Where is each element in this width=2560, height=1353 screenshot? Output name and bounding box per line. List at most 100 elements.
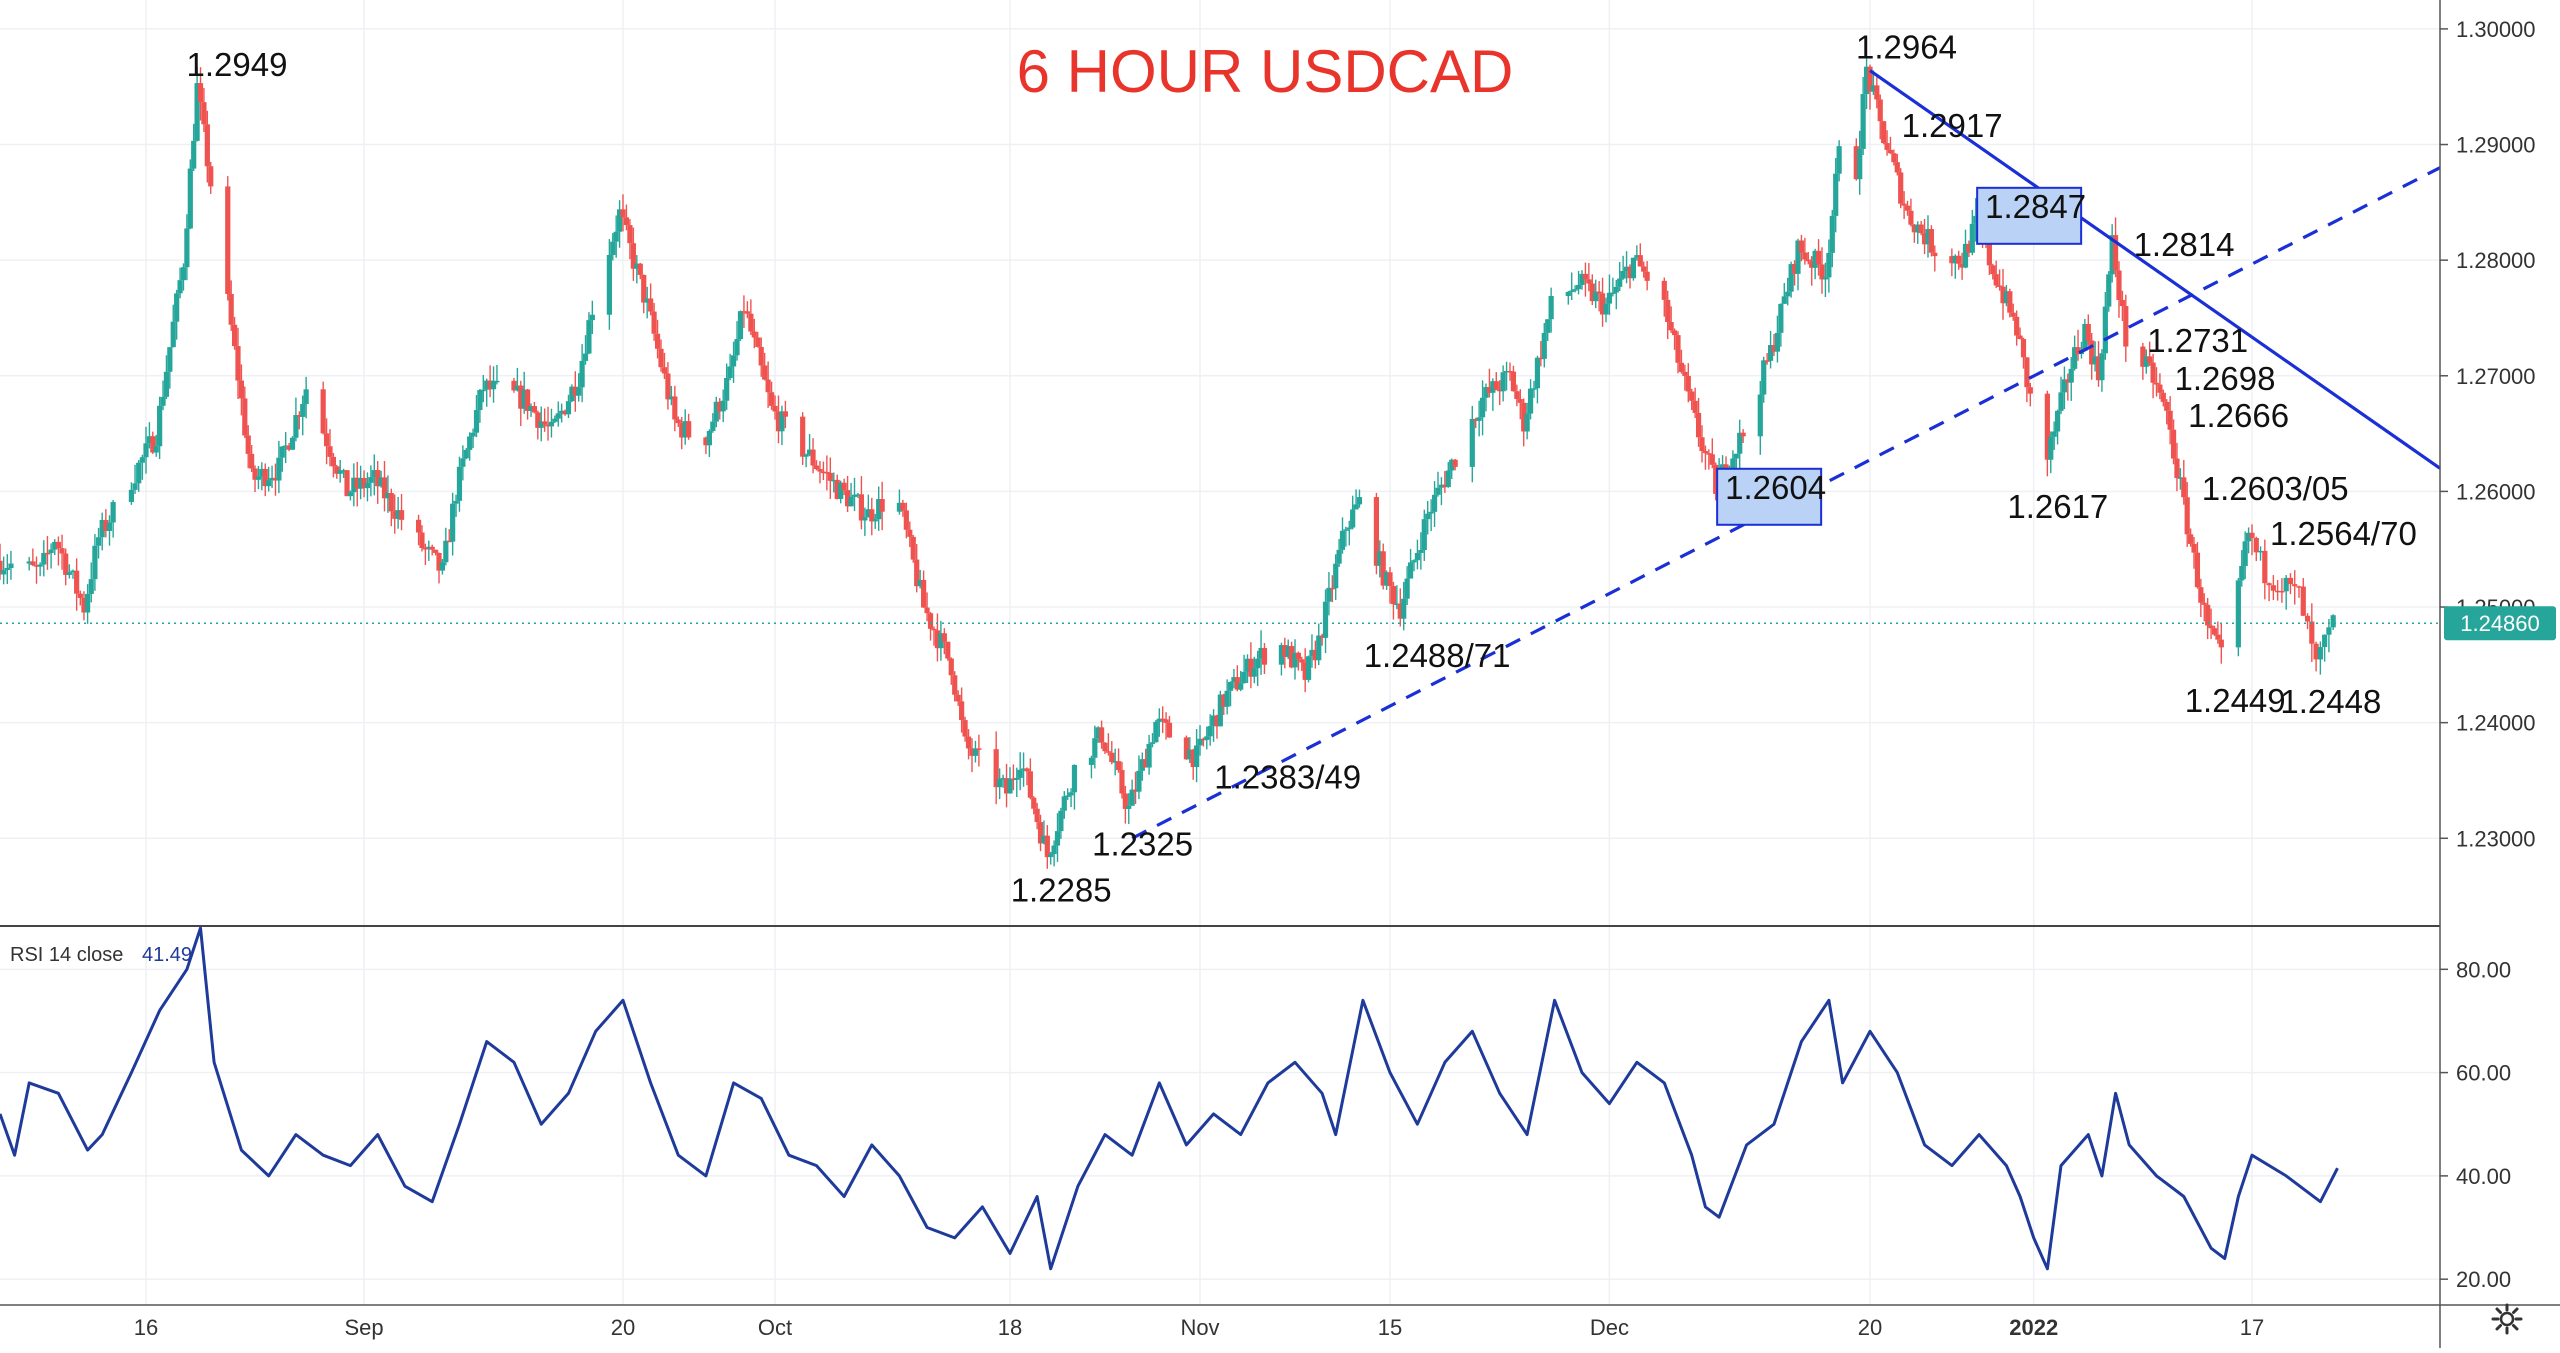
candle-body: [1305, 656, 1312, 680]
candle-body: [433, 549, 439, 553]
gear-icon[interactable]: [2490, 1302, 2524, 1336]
candle-body: [1678, 362, 1685, 372]
candle-body: [917, 579, 923, 587]
candle-body: [1214, 715, 1220, 727]
candle-body: [2027, 387, 2033, 394]
rsi-tick-label: 80.00: [2456, 957, 2511, 982]
candle-body: [2283, 577, 2289, 592]
candle-body: [381, 477, 388, 499]
candle-body: [1204, 736, 1210, 740]
candle-body: [480, 389, 486, 392]
candle-body: [548, 421, 555, 427]
candle-body: [1099, 727, 1105, 743]
candle-body: [1407, 562, 1414, 579]
resistance-trendline: [1869, 69, 2441, 470]
price-tick-label: 1.26000: [2456, 479, 2536, 504]
candle-body: [289, 437, 296, 450]
price-tick-label: 1.24000: [2456, 711, 2536, 736]
candle-body: [197, 83, 204, 103]
candle-body: [2170, 429, 2177, 459]
candle-body: [1241, 671, 1247, 684]
candle-body: [63, 553, 69, 575]
candle-body: [327, 446, 333, 457]
candle-body: [545, 424, 551, 427]
candle-body: [92, 545, 98, 580]
candle-body: [948, 658, 954, 676]
rsi-tick-label: 40.00: [2456, 1164, 2511, 1189]
candle-body: [538, 421, 544, 428]
candle-body: [2072, 347, 2078, 369]
candle-body: [876, 498, 882, 520]
candle-body: [1637, 255, 1643, 267]
candle-body: [518, 385, 524, 409]
candle-body: [1024, 768, 1030, 772]
candle-body: [8, 563, 14, 569]
candle-body: [1143, 759, 1149, 768]
candle-body: [824, 472, 830, 474]
candle-body: [1088, 757, 1095, 765]
candle-body: [762, 365, 768, 380]
candle-body: [95, 537, 102, 546]
candle-body: [1634, 255, 1640, 258]
candle-body: [565, 401, 572, 415]
candle-body: [1959, 263, 1965, 268]
candle-body: [1771, 345, 1777, 352]
candle-body: [1160, 718, 1166, 721]
candle-body: [2296, 586, 2302, 588]
price-tick-label: 1.27000: [2456, 364, 2536, 389]
price-level-box: [1716, 467, 1823, 526]
candle-body: [927, 613, 934, 629]
candle-body: [2279, 591, 2285, 593]
candle-body: [627, 225, 633, 244]
candle-body: [1126, 805, 1132, 809]
price-tick-label: 1.23000: [2456, 826, 2536, 851]
candle-body: [800, 416, 806, 457]
candle-body: [896, 502, 903, 512]
candle-body: [1682, 371, 1688, 376]
candle-body: [779, 411, 785, 432]
candle-body: [242, 398, 248, 436]
candle-body: [235, 346, 241, 381]
candle-body: [1733, 453, 1739, 459]
candle-body: [344, 470, 350, 497]
candle-body: [1781, 296, 1787, 304]
candle-body: [177, 280, 183, 294]
candle-body: [1384, 572, 1390, 586]
candle-body: [1034, 808, 1040, 823]
candle-body: [572, 386, 578, 396]
candle-body: [744, 311, 750, 314]
candle-body: [586, 320, 592, 354]
candle-body: [1908, 210, 1914, 225]
candle-body: [1282, 645, 1288, 657]
candle-body: [2330, 615, 2336, 628]
candle-body: [1973, 215, 1979, 224]
candle-body: [1918, 224, 1924, 234]
candle-body: [1565, 291, 1571, 296]
candle-body: [1572, 289, 1578, 291]
candle-body: [1377, 551, 1383, 566]
candle-body: [238, 380, 244, 399]
candle-body: [1545, 319, 1551, 333]
candle-body: [439, 562, 446, 571]
candle-body: [1887, 149, 1894, 154]
candle-body: [755, 337, 761, 347]
candle-body: [2003, 291, 2010, 304]
candle-body: [1095, 727, 1101, 739]
candle-body: [931, 628, 937, 631]
candle-body: [1238, 683, 1244, 690]
candle-body: [869, 509, 875, 522]
candle-body: [2123, 306, 2129, 347]
candle-body: [463, 449, 469, 459]
time-tick-label: Dec: [1590, 1315, 1629, 1340]
candle-body: [494, 380, 500, 383]
candle-body: [665, 373, 671, 400]
candle-body: [1613, 286, 1619, 293]
candle-body: [269, 477, 275, 481]
candle-body: [1431, 494, 1438, 512]
candle-body: [724, 377, 730, 401]
candle-body: [1767, 345, 1774, 361]
candle-body: [456, 466, 463, 501]
candle-body: [1017, 769, 1023, 778]
candle-body: [52, 541, 58, 550]
